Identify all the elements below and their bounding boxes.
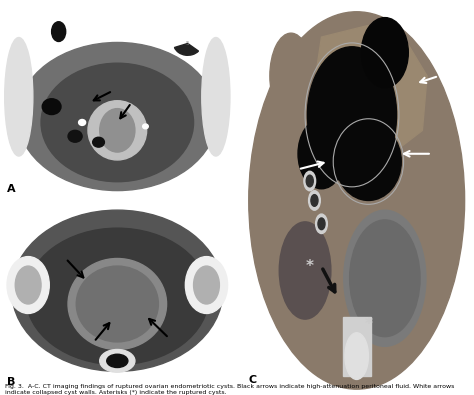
Ellipse shape bbox=[76, 266, 158, 342]
Ellipse shape bbox=[350, 220, 420, 337]
Ellipse shape bbox=[185, 257, 228, 314]
Circle shape bbox=[318, 218, 325, 229]
Polygon shape bbox=[314, 25, 427, 154]
Text: *: * bbox=[306, 259, 314, 274]
Ellipse shape bbox=[12, 210, 223, 371]
Circle shape bbox=[68, 130, 82, 142]
Text: 14: 14 bbox=[215, 187, 222, 192]
Ellipse shape bbox=[18, 43, 217, 191]
Text: Fig. 3.  A-C. CT imaging findings of ruptured ovarian endometriotic cysts. Black: Fig. 3. A-C. CT imaging findings of rupt… bbox=[5, 384, 454, 395]
Text: B: B bbox=[7, 377, 16, 387]
Circle shape bbox=[316, 214, 328, 233]
Ellipse shape bbox=[344, 210, 426, 346]
Ellipse shape bbox=[361, 18, 408, 88]
Ellipse shape bbox=[202, 38, 230, 156]
Text: C: C bbox=[249, 375, 257, 385]
Text: A: A bbox=[7, 184, 16, 194]
Ellipse shape bbox=[5, 38, 33, 156]
Circle shape bbox=[309, 191, 320, 210]
Circle shape bbox=[79, 120, 86, 126]
Circle shape bbox=[311, 195, 318, 206]
Wedge shape bbox=[174, 43, 199, 55]
Ellipse shape bbox=[270, 33, 312, 119]
Text: 5: 5 bbox=[186, 41, 190, 46]
Ellipse shape bbox=[100, 350, 135, 372]
Circle shape bbox=[306, 175, 313, 187]
Ellipse shape bbox=[88, 101, 146, 160]
Circle shape bbox=[304, 171, 316, 191]
Circle shape bbox=[143, 124, 148, 129]
Ellipse shape bbox=[193, 266, 219, 304]
Circle shape bbox=[42, 99, 61, 115]
Ellipse shape bbox=[7, 257, 49, 314]
Ellipse shape bbox=[336, 123, 401, 201]
Ellipse shape bbox=[249, 12, 465, 389]
Ellipse shape bbox=[41, 63, 193, 182]
Bar bbox=[343, 317, 371, 376]
Text: *: * bbox=[365, 318, 373, 333]
Ellipse shape bbox=[298, 119, 345, 189]
Circle shape bbox=[93, 137, 104, 147]
Ellipse shape bbox=[15, 266, 41, 304]
Ellipse shape bbox=[68, 258, 166, 350]
Ellipse shape bbox=[279, 222, 331, 319]
Ellipse shape bbox=[26, 228, 209, 365]
Text: 14: 14 bbox=[215, 381, 222, 386]
Ellipse shape bbox=[308, 47, 397, 183]
Ellipse shape bbox=[52, 22, 66, 41]
Ellipse shape bbox=[345, 333, 368, 380]
Ellipse shape bbox=[107, 354, 128, 367]
Ellipse shape bbox=[100, 109, 135, 152]
